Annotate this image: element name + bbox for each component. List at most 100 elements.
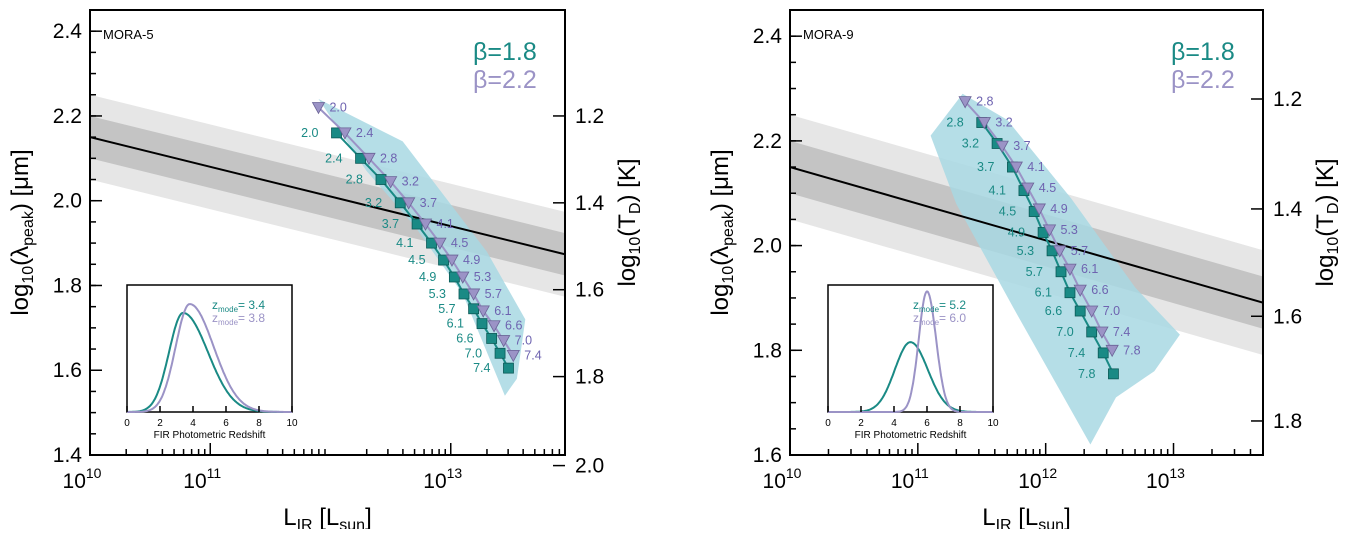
x-tick-base: 10 bbox=[1146, 470, 1169, 493]
inset-x-tick-label: 2 bbox=[858, 418, 864, 429]
data-point-triangle bbox=[1009, 161, 1023, 174]
panel-title: MORA-5 bbox=[103, 27, 154, 42]
panel-mora-5: 2.02.42.83.23.74.14.54.95.35.76.16.67.07… bbox=[7, 9, 644, 534]
y-right-label-log: log bbox=[614, 255, 641, 287]
inset-x-label: FIR Photometric Redshift bbox=[154, 430, 266, 441]
inset-pdf-curve bbox=[127, 303, 292, 413]
y-tick-label: 1.4 bbox=[53, 444, 83, 467]
redshift-label: 2.8 bbox=[346, 173, 363, 187]
x-axis-label: LIR [Lsun] bbox=[283, 504, 372, 529]
data-point-triangle bbox=[977, 117, 991, 130]
redshift-label: 7.8 bbox=[1123, 343, 1140, 357]
redshift-label: 3.2 bbox=[995, 116, 1012, 130]
data-point-triangle bbox=[401, 197, 416, 210]
y-tick-label: 2.4 bbox=[53, 20, 83, 43]
data-point-triangle bbox=[1073, 284, 1087, 297]
redshift-label: 4.9 bbox=[1008, 226, 1025, 240]
data-point-triangle bbox=[487, 320, 501, 333]
redshift-label: 4.5 bbox=[408, 253, 425, 267]
x-axis-label-main: L bbox=[982, 504, 995, 529]
redshift-label: 6.1 bbox=[1035, 286, 1052, 300]
data-point-square bbox=[494, 347, 506, 359]
redshift-label: 7.0 bbox=[465, 346, 482, 360]
y-tick-label: 2.2 bbox=[53, 105, 82, 128]
redshift-label: 3.7 bbox=[1013, 139, 1030, 153]
y-right-tick-label: 1.6 bbox=[1273, 305, 1302, 328]
y-right-label-sub: 10 bbox=[627, 237, 644, 255]
y-right-tick-label: 1.8 bbox=[575, 366, 604, 389]
x-axis-unit-sub: sun bbox=[1038, 517, 1064, 529]
redshift-label: 4.1 bbox=[396, 236, 413, 250]
panel-mora-9: 2.83.23.74.14.54.95.35.76.16.67.07.47.82… bbox=[707, 9, 1342, 534]
data-point-triangle bbox=[418, 218, 433, 231]
y-right-label-t: (T bbox=[614, 214, 641, 237]
data-point-triangle bbox=[1095, 326, 1109, 339]
redshift-label: 4.9 bbox=[419, 270, 436, 284]
x-tick-label: 1011 bbox=[891, 465, 929, 493]
data-point-square bbox=[1074, 305, 1086, 317]
redshift-label: 7.4 bbox=[1068, 346, 1085, 360]
x-tick-label: 1011 bbox=[183, 465, 221, 493]
redshift-label: 7.4 bbox=[524, 348, 541, 362]
y-right-tick-label: 2.0 bbox=[575, 455, 604, 478]
y-right-label-unit: ) [K] bbox=[1312, 158, 1339, 202]
legend-entry: β=1.8 bbox=[473, 38, 537, 66]
inset-x-tick-label: 0 bbox=[825, 418, 831, 429]
redshift-label: 2.4 bbox=[356, 126, 373, 140]
data-point-triangle bbox=[383, 176, 398, 189]
redshift-label: 7.0 bbox=[515, 334, 532, 348]
inset-x-tick-label: 6 bbox=[924, 418, 930, 429]
x-tick-label: 1010 bbox=[763, 465, 802, 493]
data-point-square bbox=[468, 303, 480, 315]
relation-line bbox=[790, 166, 1263, 304]
x-tick-exponent: 13 bbox=[447, 465, 463, 481]
mode-value: = 6.0 bbox=[939, 311, 966, 325]
redshift-label: 4.5 bbox=[451, 236, 468, 250]
plot-frame bbox=[89, 9, 566, 456]
y-tick-label: 2.0 bbox=[753, 235, 782, 258]
redshift-label: 4.1 bbox=[437, 217, 454, 231]
mode-value: = 5.2 bbox=[939, 298, 966, 312]
mode-z: z bbox=[212, 298, 218, 312]
data-point-triangle bbox=[466, 288, 481, 301]
inset-x-tick-label: 10 bbox=[987, 418, 999, 429]
redshift-label: 6.1 bbox=[494, 304, 511, 318]
redshift-label: 6.1 bbox=[447, 317, 464, 331]
x-axis-label: LIR [Lsun] bbox=[982, 504, 1071, 529]
inset-mode-label: zmode= 3.4 bbox=[212, 298, 265, 314]
redshift-label: 4.5 bbox=[1039, 181, 1056, 195]
redshift-label: 5.3 bbox=[429, 287, 446, 301]
redshift-label: 2.4 bbox=[325, 151, 342, 165]
x-axis-label-sub: IR bbox=[297, 517, 313, 529]
x-axis-unit-open: [L bbox=[313, 504, 340, 529]
data-point-triangle bbox=[1021, 182, 1035, 195]
legend-entry: β=2.2 bbox=[473, 66, 537, 94]
redshift-label: 3.2 bbox=[365, 196, 382, 210]
y-right-label-d: D bbox=[627, 202, 644, 214]
inset-x-tick-label: 4 bbox=[891, 418, 897, 429]
mode-z: z bbox=[913, 298, 919, 312]
data-point-square bbox=[1064, 287, 1076, 299]
redshift-label: 2.8 bbox=[946, 116, 963, 130]
x-tick-exponent: 11 bbox=[207, 465, 222, 481]
redshift-label: 4.1 bbox=[1027, 160, 1044, 174]
data-point-triangle bbox=[1053, 245, 1067, 258]
redshift-label: 6.6 bbox=[456, 331, 473, 345]
y-tick-label: 1.8 bbox=[753, 339, 782, 362]
y-axis-label: log10(λpeak) [μm] bbox=[7, 149, 37, 315]
inset-x-tick-label: 4 bbox=[190, 418, 196, 429]
y-tick-label: 2.2 bbox=[753, 130, 782, 153]
y-axis-label-unit: ) [μm] bbox=[707, 149, 734, 211]
x-tick-label: 1013 bbox=[423, 465, 462, 493]
y-right-axis-label: log10(TD) [K] bbox=[1312, 158, 1342, 286]
mode-sub: mode bbox=[218, 318, 239, 327]
data-point-triangle bbox=[433, 237, 447, 250]
posterior-region bbox=[930, 93, 1180, 445]
redshift-label: 7.0 bbox=[1103, 304, 1120, 318]
data-point-triangle bbox=[496, 335, 511, 348]
y-axis-label: log10(λpeak) [μm] bbox=[707, 149, 737, 315]
y-right-tick-label: 1.4 bbox=[575, 192, 605, 215]
redshift-label: 7.0 bbox=[1056, 325, 1073, 339]
x-axis-label-sub: IR bbox=[996, 517, 1012, 529]
